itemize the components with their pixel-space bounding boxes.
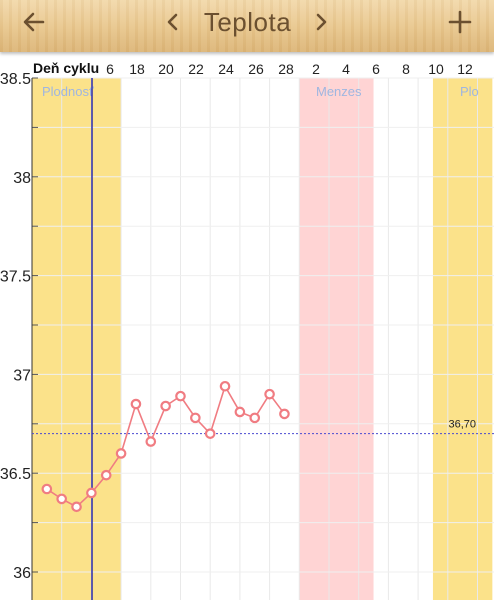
temperature-point[interactable] (41, 483, 53, 495)
temperature-point[interactable] (234, 406, 246, 418)
next-cycle-button[interactable] (308, 0, 334, 44)
chevron-right-icon (316, 13, 327, 31)
back-button[interactable] (14, 0, 54, 44)
y-tick-label: 38 (13, 170, 31, 187)
band-1 (299, 78, 374, 600)
temperature-point[interactable] (71, 501, 82, 513)
x-axis-title: Deň cyklu (33, 60, 99, 76)
x-tick-label: 22 (188, 61, 204, 77)
temperature-chart-svg[interactable]: Plodnosť Menzes Plo 38.5 38 37.5 37 36.5 36 Deň c… (0, 52, 494, 600)
band-label-2: Plo (460, 84, 479, 99)
x-tick-label: 10 (428, 61, 444, 77)
y-tick-label: 36 (13, 565, 31, 582)
temperature-point[interactable] (130, 398, 142, 410)
x-tick-label: 4 (342, 61, 350, 77)
temperature-point[interactable] (115, 448, 127, 459)
temperature-point[interactable] (100, 469, 112, 481)
reference-line-label: 36,70 (448, 419, 476, 431)
y-tick-label: 37.5 (0, 269, 31, 286)
temperature-point[interactable] (190, 412, 201, 424)
band-label-1: Menzes (316, 84, 362, 99)
x-tick-label: 6 (106, 61, 114, 77)
temperature-point[interactable] (175, 390, 186, 402)
y-tick-label: 37 (13, 367, 31, 384)
x-tick-label: 2 (312, 61, 320, 77)
y-tick-label: 38.5 (0, 71, 31, 88)
temperature-point[interactable] (249, 412, 261, 424)
add-entry-button[interactable] (440, 0, 480, 44)
chevron-left-icon (167, 13, 178, 31)
x-tick-label: 12 (457, 61, 473, 77)
temperature-point[interactable] (219, 380, 231, 392)
x-tick-label: 26 (248, 61, 264, 77)
temperature-point[interactable] (86, 487, 97, 499)
x-tick-label: 18 (129, 61, 145, 77)
band-label-0: Plodnosť (42, 84, 94, 99)
x-tick-label: 20 (158, 61, 174, 77)
arrow-left-icon (23, 12, 45, 32)
temperature-point[interactable] (160, 400, 171, 412)
temperature-point[interactable] (145, 436, 157, 447)
y-tick-label: 36.5 (0, 466, 31, 483)
temperature-chart[interactable]: Plodnosť Menzes Plo 38.5 38 37.5 37 36.5 36 Deň c… (0, 52, 494, 600)
x-tick-label: 6 (372, 61, 380, 77)
x-tick-label: 8 (402, 61, 410, 77)
temperature-point[interactable] (204, 428, 216, 439)
plus-icon (448, 10, 472, 34)
band-0 (32, 78, 122, 600)
previous-cycle-button[interactable] (160, 0, 186, 44)
temperature-point[interactable] (279, 408, 290, 420)
page-title: Teplota (203, 6, 292, 37)
band-2 (432, 78, 493, 600)
temperature-point[interactable] (264, 388, 275, 400)
app-header: Teplota (0, 0, 494, 52)
x-tick-label: 28 (278, 61, 294, 77)
x-tick-label: 24 (218, 61, 234, 77)
temperature-point[interactable] (56, 493, 67, 505)
